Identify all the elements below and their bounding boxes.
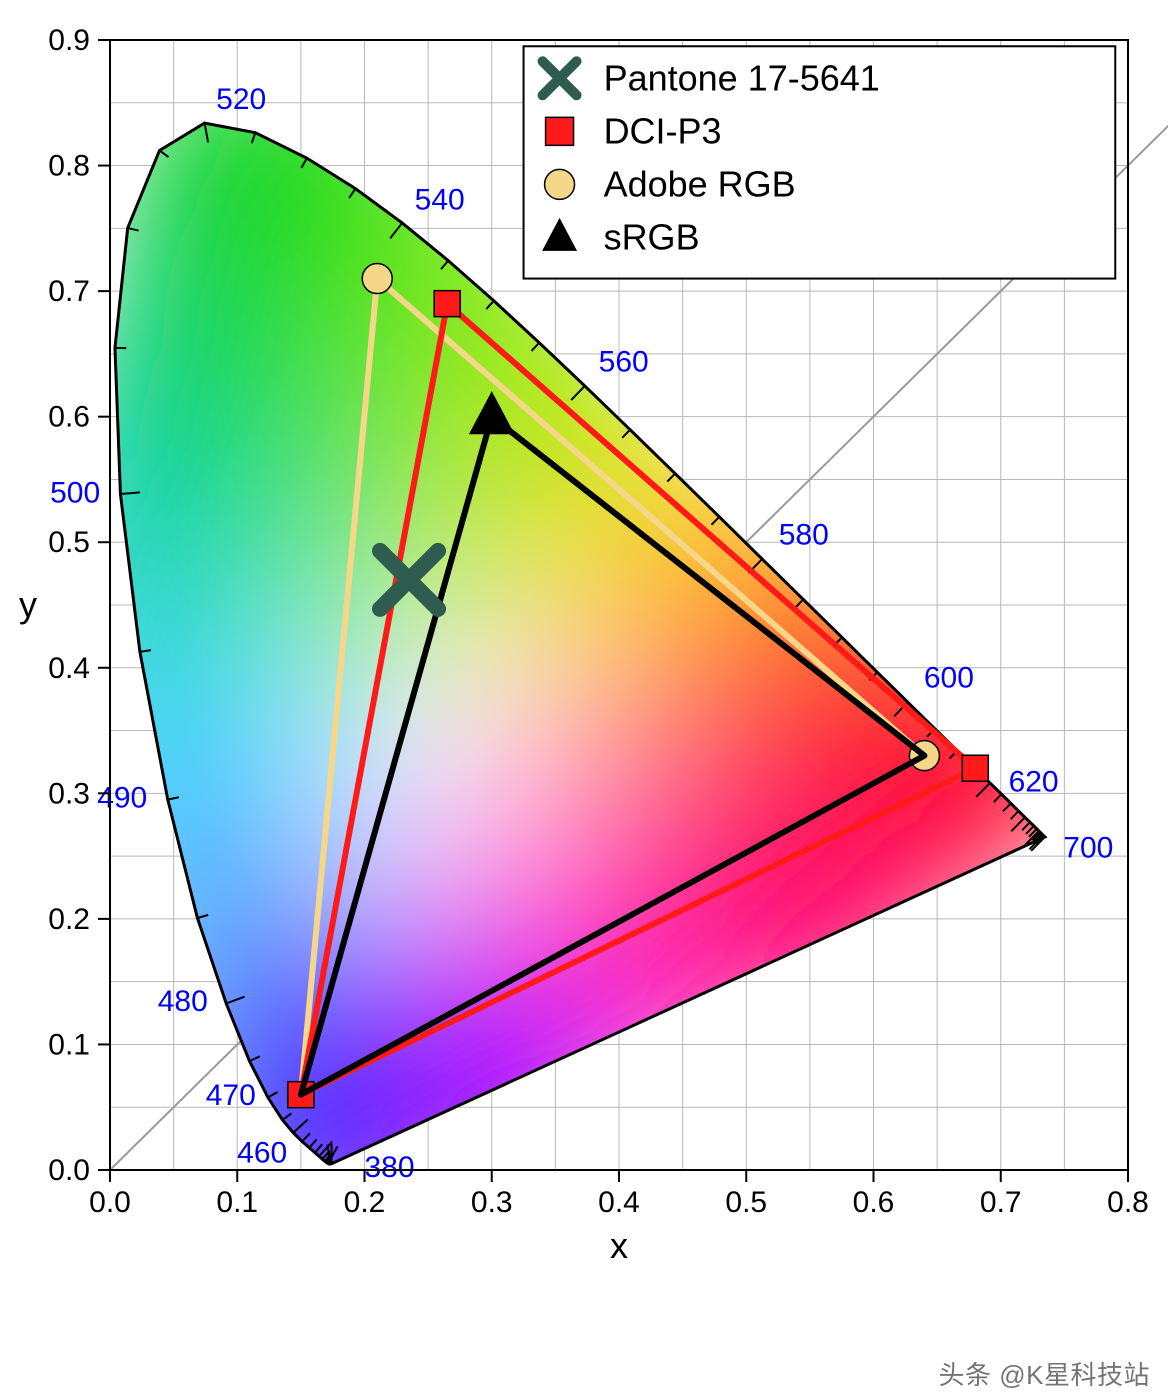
wavelength-label: 620 [1009, 765, 1059, 798]
wavelength-label: 560 [599, 345, 649, 378]
wavelength-label: 480 [158, 985, 208, 1018]
svg-text:0.6: 0.6 [48, 401, 90, 434]
watermark-text: 头条 @K星科技站 [939, 1355, 1150, 1392]
svg-text:0.8: 0.8 [1107, 1186, 1149, 1219]
wavelength-label: 520 [216, 83, 266, 116]
svg-text:0.1: 0.1 [216, 1186, 258, 1219]
svg-text:0.7: 0.7 [980, 1186, 1022, 1219]
svg-text:0.2: 0.2 [344, 1186, 386, 1219]
svg-text:0.3: 0.3 [471, 1186, 513, 1219]
svg-text:0.4: 0.4 [48, 652, 90, 685]
svg-text:0.6: 0.6 [853, 1186, 895, 1219]
wavelength-label: 470 [206, 1079, 256, 1112]
wavelength-label: 580 [779, 519, 829, 552]
svg-text:0.5: 0.5 [48, 526, 90, 559]
wavelength-label: 600 [924, 662, 974, 695]
svg-text:0.4: 0.4 [598, 1186, 640, 1219]
chromaticity-diagram: 380 460 470 480 490 500 520 540 560 580 600 620700 0… [0, 0, 1168, 1400]
wavelength-label: 380 [365, 1151, 415, 1184]
legend-label: Adobe RGB [604, 163, 796, 204]
svg-text:0.0: 0.0 [48, 1154, 90, 1187]
x-axis-title: x [610, 1225, 628, 1266]
legend-label: Pantone 17-5641 [604, 57, 880, 98]
legend-label: sRGB [604, 216, 700, 257]
svg-text:0.5: 0.5 [725, 1186, 767, 1219]
svg-text:0.0: 0.0 [89, 1186, 131, 1219]
y-axis-title: y [19, 584, 37, 625]
svg-text:0.9: 0.9 [48, 24, 90, 57]
legend-label: DCI-P3 [604, 110, 722, 151]
svg-text:0.3: 0.3 [48, 777, 90, 810]
wavelength-label: 500 [50, 477, 100, 510]
wavelength-label: 460 [237, 1136, 287, 1169]
wavelength-label: 490 [97, 782, 147, 815]
svg-text:0.7: 0.7 [48, 275, 90, 308]
svg-text:0.8: 0.8 [48, 150, 90, 183]
svg-text:0.2: 0.2 [48, 903, 90, 936]
wavelength-label: 540 [415, 183, 465, 216]
wavelength-label: 700 [1063, 831, 1113, 864]
svg-text:0.1: 0.1 [48, 1028, 90, 1061]
